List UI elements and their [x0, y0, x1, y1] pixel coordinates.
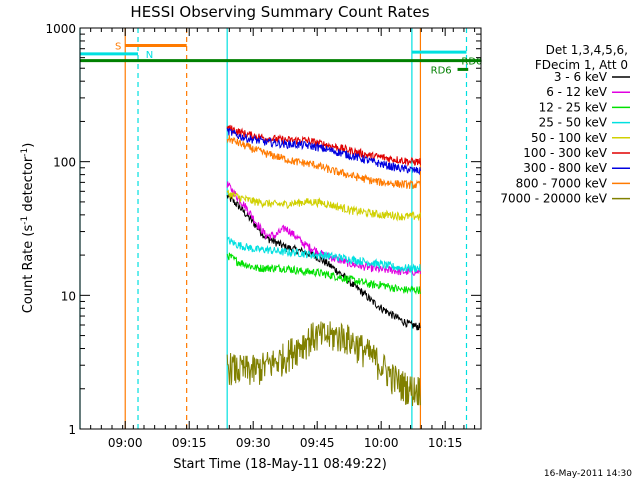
y-axis-label-part: -1: [20, 148, 30, 157]
plot-frame: [79, 27, 482, 430]
legend-entry-label: 7000 - 20000 keV: [500, 192, 607, 206]
series-line: [226, 181, 421, 276]
y-tick-label: 1000: [45, 22, 76, 36]
flag-label: RD6: [431, 65, 452, 76]
x-tick-label: 10:00: [364, 436, 399, 450]
y-axis-label-part: Count Rate (s: [21, 225, 36, 314]
x-tick-label: 09:00: [108, 436, 143, 450]
x-axis-label: Start Time (18-May-11 08:49:22): [173, 457, 387, 472]
legend-entry-label: 12 - 25 keV: [539, 100, 608, 114]
y-axis-label-part: detector: [21, 156, 36, 216]
series-line: [226, 135, 421, 189]
y-tick-label: 100: [53, 156, 76, 170]
instrument-markers: [79, 28, 468, 429]
x-tick-label: 09:15: [172, 436, 207, 450]
y-axis-label-part: -1: [20, 216, 30, 225]
x-tick-label: 09:30: [236, 436, 271, 450]
timestamp: 16-May-2011 14:30: [544, 469, 632, 479]
legend-entry-label: 100 - 300 keV: [523, 146, 607, 160]
legend-entry-label: 6 - 12 keV: [546, 85, 608, 99]
chart-title: HESSI Observing Summary Count Rates: [130, 3, 429, 21]
legend-header-line-2: FDecim 1, Att 0: [535, 58, 628, 72]
legend-entry-label: 3 - 6 keV: [554, 70, 608, 84]
series-line: [226, 193, 421, 331]
series-line: [226, 252, 421, 295]
x-tick-label: 09:45: [300, 436, 335, 450]
flag-label: N: [146, 50, 153, 61]
legend-entry-label: 25 - 50 keV: [539, 116, 608, 130]
y-axis-label: Count Rate (s-1 detector-1): [20, 143, 36, 314]
flag-lines: S N RD0 RD6: [80, 41, 482, 76]
legend-entry-label: 50 - 100 keV: [531, 131, 608, 145]
legend-entry-label: 300 - 800 keV: [523, 161, 607, 175]
flag-label: S: [115, 41, 121, 52]
y-tick-label: 10: [61, 289, 76, 303]
svg-text:Count Rate (s-1 detector-1): Count Rate (s-1 detector-1): [20, 143, 36, 314]
series-line: [226, 236, 421, 274]
series-line: [226, 321, 421, 407]
legend-entry-label: 800 - 7000 keV: [516, 176, 608, 190]
series-line: [226, 124, 421, 167]
y-tick-label: 1: [68, 423, 76, 437]
series-line: [226, 127, 421, 176]
y-axis-label-part: ): [21, 143, 36, 148]
flag-label: RD0: [461, 57, 482, 68]
series-line: [226, 189, 421, 222]
axes: 09:00 09:15 09:30 09:45 10:00 10:15 1 10 100 1000: [45, 22, 482, 450]
series-lines: [226, 124, 421, 407]
legend-header-line-1: Det 1,3,4,5,6,: [546, 43, 628, 57]
x-tick-label: 10:15: [428, 436, 463, 450]
